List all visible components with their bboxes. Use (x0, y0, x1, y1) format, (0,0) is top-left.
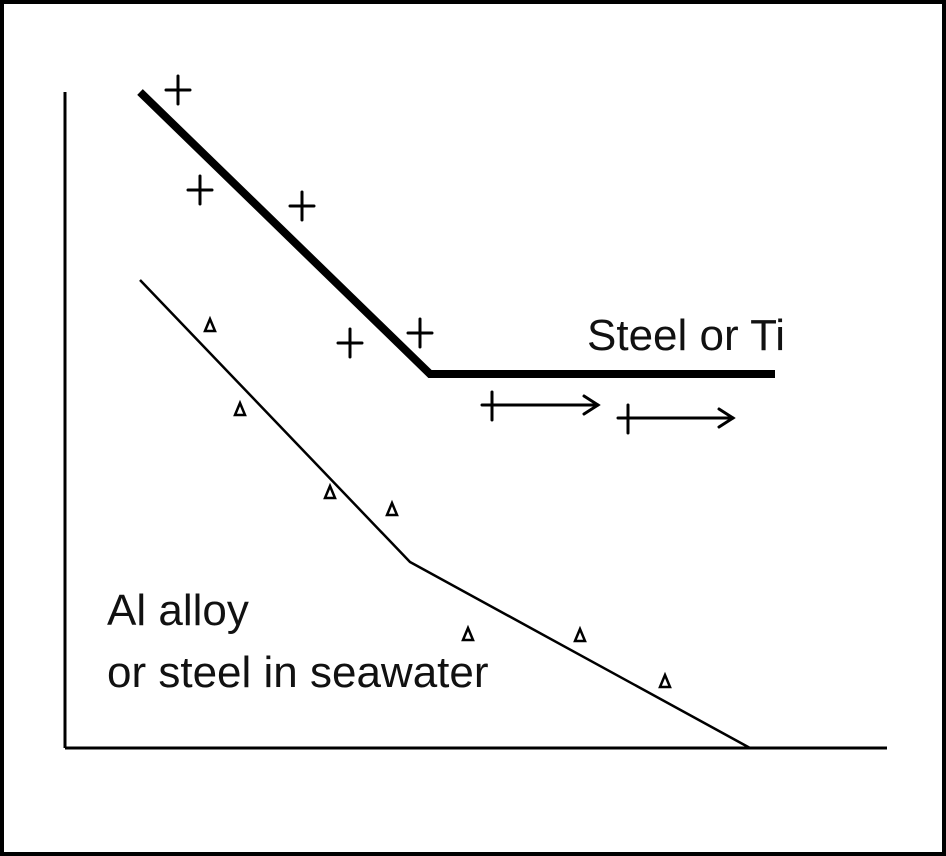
runout-markers (480, 390, 736, 435)
plus (406, 317, 434, 349)
plus (336, 327, 364, 359)
plus (288, 190, 316, 222)
upper-curve (137, 89, 775, 378)
plus-markers (164, 74, 434, 359)
runout-arrow (480, 390, 601, 422)
lower-curve-label: Al alloy (107, 586, 249, 635)
plus (164, 74, 192, 106)
triangle (461, 624, 475, 642)
triangle (323, 482, 337, 500)
runout-arrow (616, 403, 736, 435)
triangle (203, 315, 217, 333)
triangle (658, 671, 672, 689)
triangle-markers (203, 315, 672, 689)
triangle (573, 625, 587, 643)
lower-curve-label: or steel in seawater (107, 648, 489, 697)
lower-curve (139, 279, 751, 750)
triangle (385, 499, 399, 517)
plus (186, 174, 214, 206)
triangle (233, 399, 247, 417)
upper-curve-label: Steel or Ti (587, 311, 785, 360)
